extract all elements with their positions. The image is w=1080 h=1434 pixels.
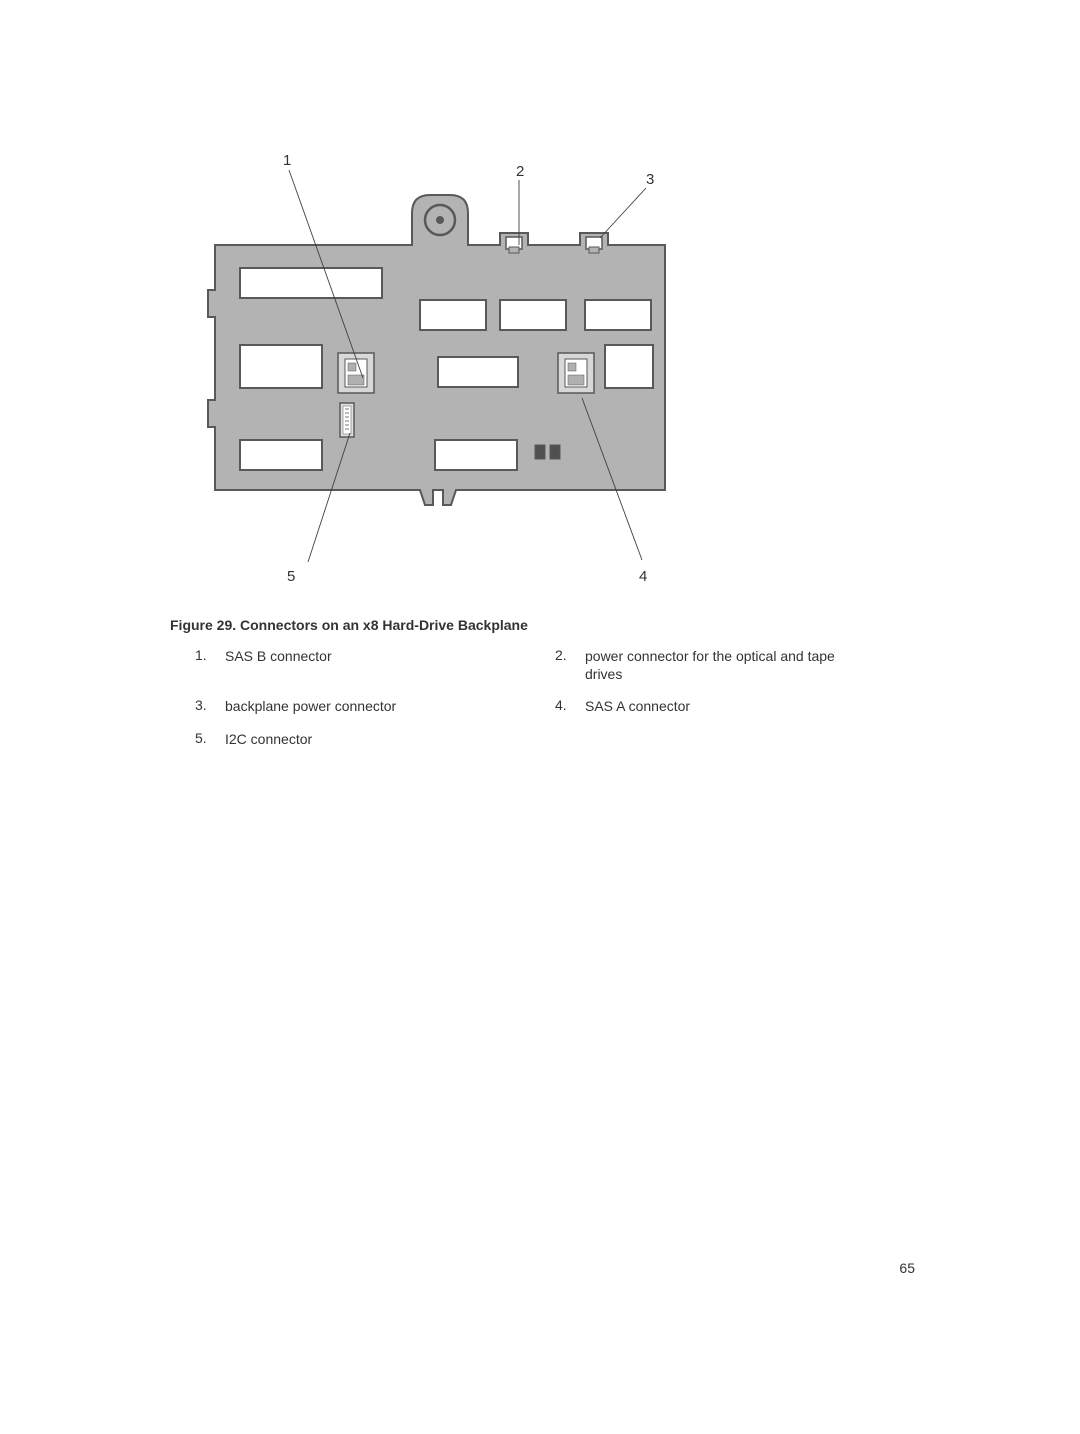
legend-text: I2C connector [225,730,312,748]
figure-caption: Figure 29. Connectors on an x8 Hard-Driv… [170,617,528,633]
legend-text: SAS B connector [225,647,332,683]
callout-5: 5 [287,568,295,585]
callout-2: 2 [516,163,524,180]
callout-3: 3 [646,171,654,188]
legend-num: 5. [195,730,225,748]
backplane-diagram [200,145,700,585]
figure-legend: 1. SAS B connector 2. power connector fo… [195,647,915,762]
page-number: 65 [899,1260,915,1276]
legend-text: SAS A connector [585,697,690,715]
callout-4: 4 [639,568,647,585]
legend-num: 2. [555,647,585,683]
legend-num: 3. [195,697,225,715]
legend-num: 1. [195,647,225,683]
legend-text: power connector for the optical and tape… [585,647,875,683]
legend-text: backplane power connector [225,697,396,715]
legend-num: 4. [555,697,585,715]
callout-1: 1 [283,152,291,169]
